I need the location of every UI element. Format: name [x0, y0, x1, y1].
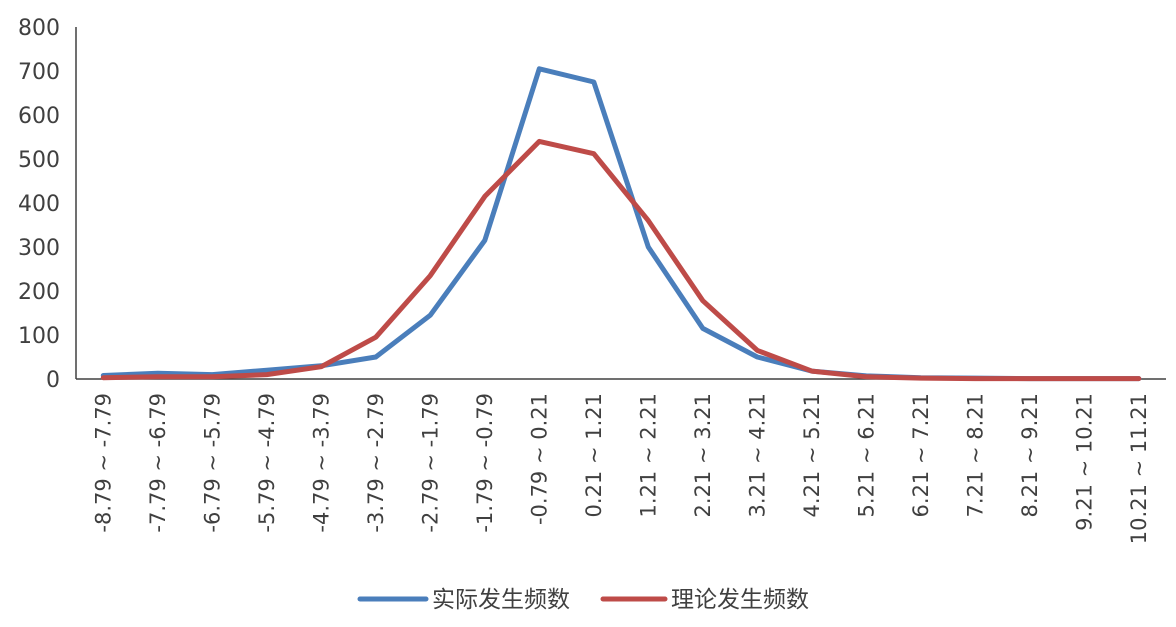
x-tick-label: 0.21 ~ 1.21	[582, 393, 606, 517]
legend-label-0: 实际发生频数	[432, 587, 570, 613]
y-tick-label: 500	[18, 148, 60, 173]
x-tick-label: 3.21 ~ 4.21	[746, 393, 770, 517]
y-tick-labels: 0 100 200 300 400 500 600 700 800	[18, 16, 60, 393]
x-tick-label: 5.21 ~ 6.21	[855, 393, 879, 517]
x-tick-label: 6.21 ~ 7.21	[909, 393, 933, 517]
x-tick-label: -4.79 ~ -3.79	[310, 393, 334, 533]
x-tick-label: 2.21 ~ 3.21	[691, 393, 715, 517]
y-tick-label: 200	[18, 280, 60, 305]
y-tick-label: 700	[18, 60, 60, 85]
x-tick-label: -3.79 ~ -2.79	[364, 393, 388, 533]
x-tick-label: 4.21 ~ 5.21	[800, 393, 824, 517]
y-tick-label: 300	[18, 236, 60, 261]
y-tick-label: 0	[46, 368, 60, 393]
axes	[75, 27, 1166, 380]
x-tick-label: 8.21 ~ 9.21	[1018, 393, 1042, 517]
x-tick-label: -6.79 ~ -5.79	[201, 393, 225, 533]
x-tick-labels: -8.79 ~ -7.79 -7.79 ~ -6.79 -6.79 ~ -5.79 -…	[92, 393, 1151, 544]
x-tick-label: 10.21 ~ 11.21	[1127, 393, 1151, 544]
y-tick-label: 400	[18, 192, 60, 217]
x-tick-label: -8.79 ~ -7.79	[92, 393, 116, 533]
x-tick-label: -1.79 ~ -0.79	[473, 393, 497, 533]
x-tick-label: 7.21 ~ 8.21	[964, 393, 988, 517]
legend-label-1: 理论发生频数	[671, 587, 809, 613]
series-lines	[100, 66, 1142, 382]
x-tick-label: 9.21 ~ 10.21	[1073, 393, 1097, 531]
x-tick-label: 1.21 ~ 2.21	[637, 393, 661, 517]
y-tick-label: 800	[18, 16, 60, 41]
x-tick-label: -7.79 ~ -6.79	[146, 393, 170, 533]
x-tick-label: -0.79 ~ 0.21	[528, 393, 552, 525]
x-tick-label: -2.79 ~ -1.79	[419, 393, 443, 533]
series-line-0	[100, 66, 1142, 382]
y-tick-label: 600	[18, 104, 60, 129]
y-tick-label: 100	[18, 324, 60, 349]
legend: 实际发生频数 理论发生频数	[357, 587, 809, 613]
series-line-1	[100, 138, 1142, 382]
x-tick-label: -5.79 ~ -4.79	[255, 393, 279, 533]
